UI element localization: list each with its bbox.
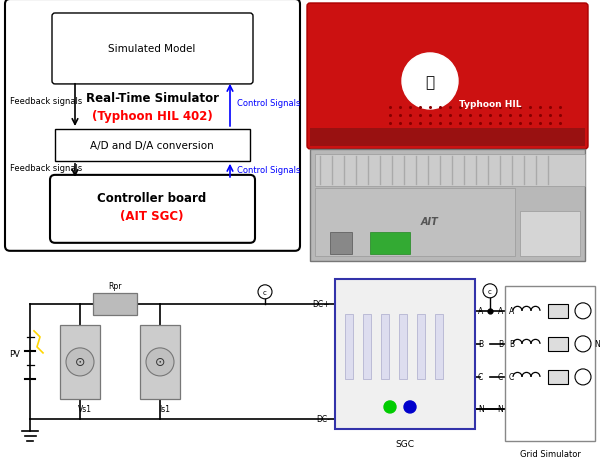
Bar — [548, 337, 568, 351]
Text: Rpr: Rpr — [108, 282, 122, 291]
Text: SGC: SGC — [395, 439, 415, 448]
Circle shape — [146, 348, 174, 376]
Bar — [330, 232, 352, 254]
Bar — [140, 325, 180, 399]
Text: B: B — [498, 340, 503, 349]
Text: (AIT SGC): (AIT SGC) — [120, 210, 184, 223]
Text: B: B — [509, 340, 514, 349]
Text: Feedback signals: Feedback signals — [10, 97, 82, 106]
Text: A: A — [498, 307, 503, 316]
Bar — [363, 314, 371, 379]
FancyBboxPatch shape — [52, 14, 253, 85]
Text: Vs1: Vs1 — [78, 404, 92, 413]
Text: 🐘: 🐘 — [425, 75, 434, 90]
Bar — [381, 314, 389, 379]
Text: c: c — [488, 288, 492, 294]
Text: (Typhoon HIL 402): (Typhoon HIL 402) — [92, 110, 212, 123]
Circle shape — [66, 348, 94, 376]
Text: Grid Simulator: Grid Simulator — [520, 449, 580, 458]
Bar — [370, 232, 410, 254]
Bar — [310, 150, 585, 261]
FancyBboxPatch shape — [93, 293, 137, 315]
Circle shape — [384, 401, 396, 413]
Text: c: c — [263, 289, 267, 295]
Text: N: N — [497, 404, 503, 414]
Text: Typhoon HIL: Typhoon HIL — [459, 100, 521, 109]
Text: Real-Time Simulator: Real-Time Simulator — [86, 92, 218, 105]
FancyBboxPatch shape — [50, 175, 255, 243]
Bar — [520, 212, 580, 256]
Bar — [435, 314, 443, 379]
Bar — [548, 370, 568, 384]
Text: Feedback signals: Feedback signals — [10, 164, 82, 173]
Bar — [399, 314, 407, 379]
Text: N: N — [594, 340, 600, 349]
Text: A: A — [509, 307, 514, 316]
Text: A/D and D/A conversion: A/D and D/A conversion — [90, 140, 214, 151]
Text: N: N — [478, 404, 484, 414]
Text: Controller board: Controller board — [97, 192, 206, 205]
Bar — [548, 304, 568, 318]
FancyBboxPatch shape — [55, 129, 250, 162]
Bar — [335, 279, 475, 429]
Text: Simulated Model: Simulated Model — [109, 44, 196, 54]
Text: C: C — [498, 373, 503, 381]
Text: ⊙: ⊙ — [75, 356, 85, 369]
Bar — [417, 314, 425, 379]
Bar — [315, 189, 515, 256]
Text: PV: PV — [10, 350, 20, 358]
Bar — [345, 314, 353, 379]
Text: C: C — [509, 373, 514, 381]
Text: Control Signals: Control Signals — [237, 166, 301, 175]
Bar — [60, 325, 100, 399]
Circle shape — [402, 54, 458, 110]
Text: AIT: AIT — [421, 216, 439, 226]
Text: C: C — [478, 373, 483, 381]
Text: DC+: DC+ — [313, 300, 330, 308]
Bar — [505, 286, 595, 441]
Text: DC-: DC- — [316, 414, 330, 424]
Bar — [310, 129, 585, 146]
Text: Control Signals: Control Signals — [237, 99, 301, 108]
Text: ⊙: ⊙ — [155, 356, 165, 369]
Circle shape — [404, 401, 416, 413]
Bar — [315, 155, 585, 186]
FancyBboxPatch shape — [5, 0, 300, 251]
Text: A: A — [478, 307, 483, 316]
Text: Is1: Is1 — [160, 404, 170, 413]
Text: B: B — [478, 340, 483, 349]
FancyBboxPatch shape — [307, 4, 588, 150]
